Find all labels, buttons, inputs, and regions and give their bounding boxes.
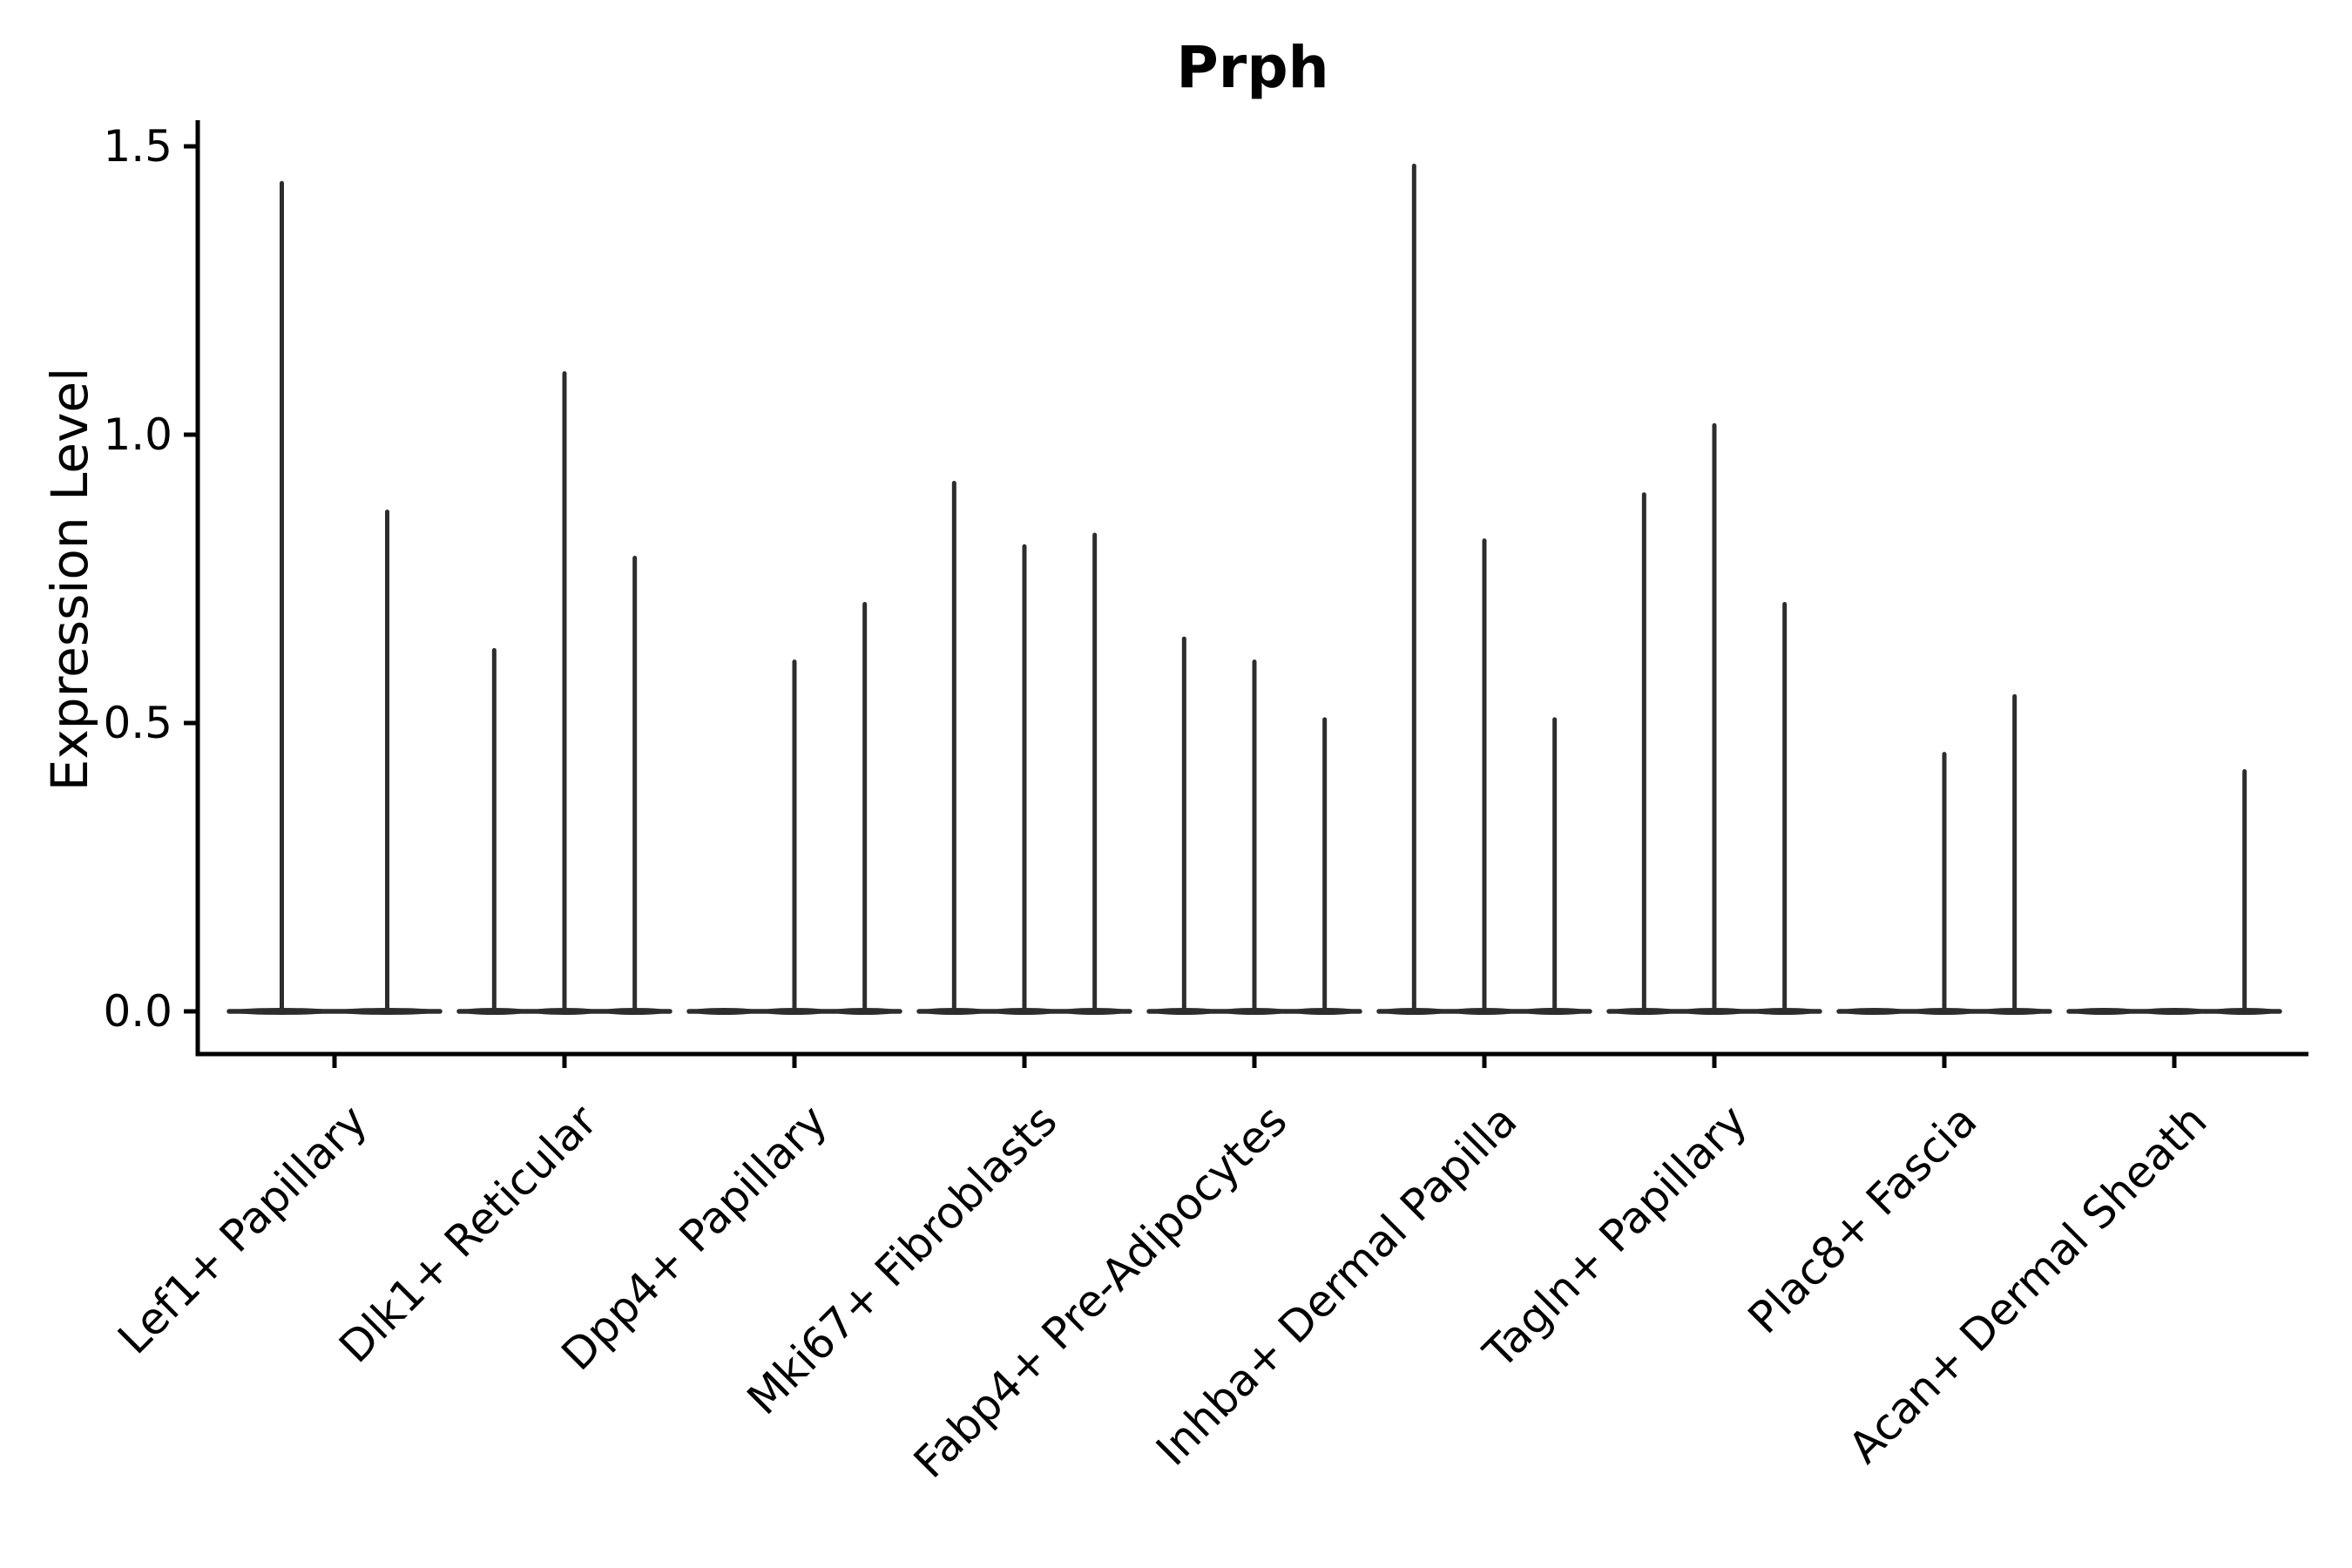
- violin-spike: [1411, 163, 1416, 1014]
- y-tick-label: 0.5: [103, 698, 172, 748]
- y-tick-label: 1.5: [103, 121, 172, 172]
- y-axis-label: Expression Level: [40, 368, 99, 791]
- violin-spike: [1782, 601, 1788, 1013]
- violin-spike: [1022, 544, 1027, 1013]
- x-tick-label: Lef1+ Papillary: [108, 1095, 376, 1363]
- plot-title: Prph: [1176, 34, 1328, 101]
- violin-group: Dlk1+ Reticular: [329, 371, 672, 1373]
- violin-spike: [1641, 492, 1646, 1013]
- violin-spike: [1482, 538, 1487, 1013]
- y-tick-label: 0.0: [103, 986, 172, 1037]
- violin-group: Inhba+ Dermal Papilla: [1146, 163, 1592, 1476]
- violin-spike: [951, 480, 956, 1013]
- violin-spike: [491, 647, 497, 1013]
- x-tick-label: Plac8+ Fascia: [1739, 1095, 1987, 1343]
- violin-spike: [1181, 636, 1186, 1013]
- violin-body: [1840, 1008, 1909, 1015]
- violin-spike: [1322, 717, 1328, 1013]
- violin-spike: [280, 180, 284, 1014]
- violin-body: [690, 1008, 759, 1015]
- violin-spike: [2012, 693, 2017, 1013]
- x-tick-label: Fabp4+ Pre-Adipocytes: [904, 1095, 1297, 1488]
- violin-spike: [862, 601, 868, 1013]
- violin-body: [2070, 1008, 2139, 1015]
- violin-spike: [792, 659, 797, 1013]
- violin-group: Tagln+ Papillary: [1473, 422, 1822, 1379]
- violin-spike: [1252, 659, 1257, 1013]
- y-tick-label: 1.0: [103, 409, 172, 460]
- violin-spike: [632, 556, 638, 1013]
- violin-body: [2139, 1008, 2209, 1015]
- violin-group: Dpp4+ Papillary: [552, 601, 902, 1380]
- violin-spike: [562, 371, 567, 1013]
- violin-spike: [385, 510, 389, 1013]
- violin-spike: [1552, 717, 1558, 1013]
- violin-spike: [1092, 532, 1098, 1013]
- violin-group: Lef1+ Papillary: [108, 180, 443, 1364]
- violin-spike: [1712, 422, 1717, 1013]
- violin-spike: [2242, 768, 2247, 1013]
- violin-spike: [1942, 752, 1947, 1013]
- violin-group: Acan+ Dermal Sheath: [1839, 768, 2282, 1473]
